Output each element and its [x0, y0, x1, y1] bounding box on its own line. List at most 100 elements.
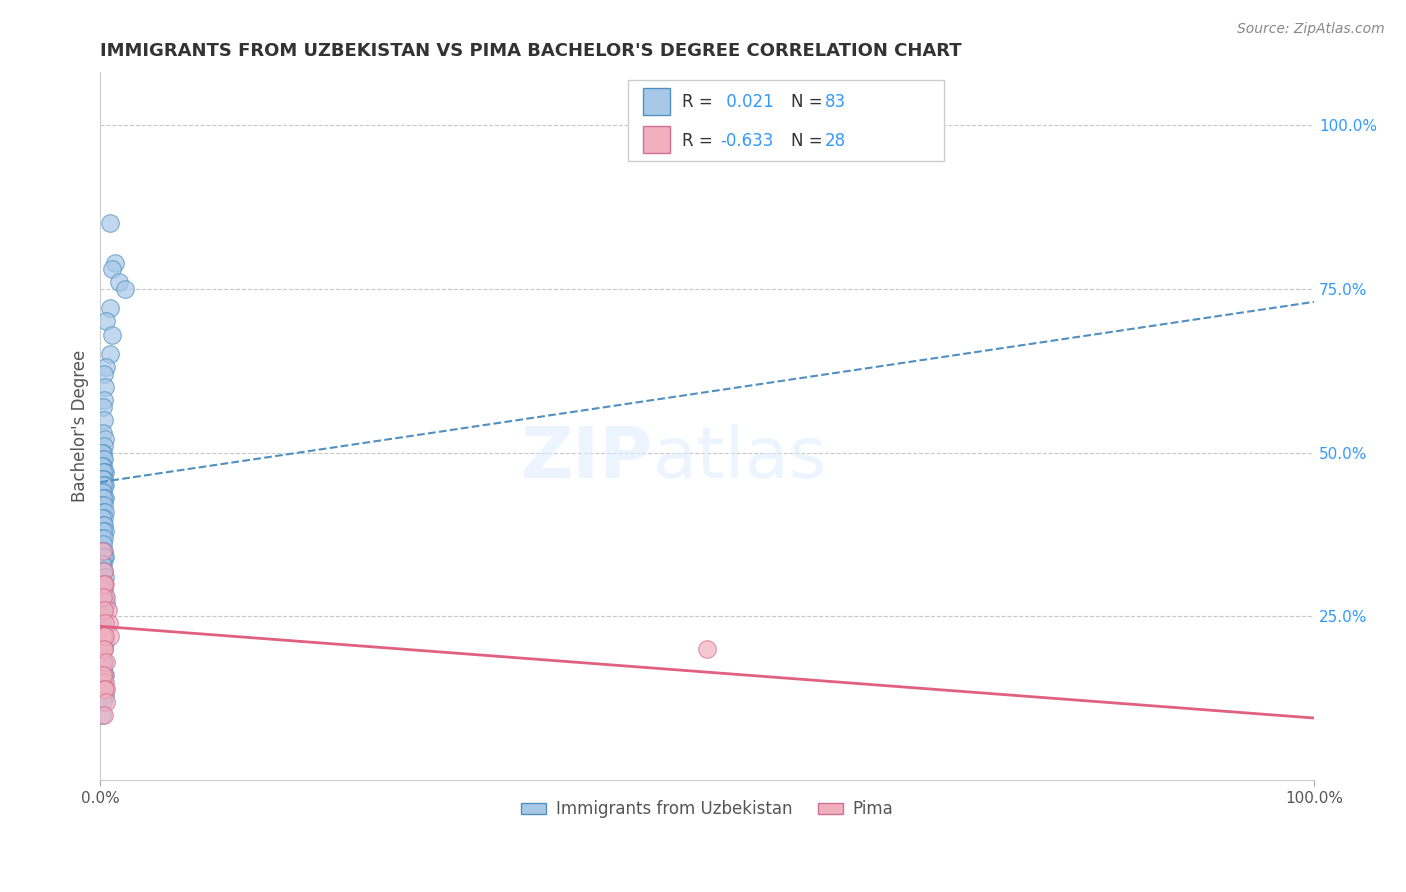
Text: N =: N =	[792, 131, 828, 150]
Point	[93, 603, 115, 617]
Point	[90, 458, 112, 473]
Point	[91, 458, 114, 473]
Point	[93, 367, 115, 381]
Bar	[628, 79, 943, 161]
Point	[90, 544, 112, 558]
Point	[91, 557, 114, 571]
Point	[90, 557, 112, 571]
Point	[94, 491, 117, 506]
Point	[93, 472, 115, 486]
Point	[93, 511, 115, 525]
Point	[91, 629, 114, 643]
Text: IMMIGRANTS FROM UZBEKISTAN VS PIMA BACHELOR'S DEGREE CORRELATION CHART: IMMIGRANTS FROM UZBEKISTAN VS PIMA BACHE…	[100, 42, 962, 60]
Point	[93, 642, 115, 657]
Point	[90, 472, 112, 486]
Point	[91, 662, 114, 676]
Point	[696, 642, 718, 657]
Point	[93, 452, 115, 467]
Point	[98, 216, 121, 230]
Point	[91, 452, 114, 467]
Point	[91, 400, 114, 414]
Point	[93, 491, 115, 506]
Point	[93, 629, 115, 643]
Point	[98, 301, 121, 316]
Point	[91, 491, 114, 506]
Point	[90, 648, 112, 663]
Point	[96, 695, 118, 709]
Point	[91, 656, 114, 670]
Point	[96, 360, 118, 375]
Text: ZIP: ZIP	[520, 424, 652, 492]
Point	[104, 255, 127, 269]
Point	[90, 484, 112, 499]
Point	[91, 590, 114, 604]
Point	[94, 635, 117, 649]
Point	[107, 275, 129, 289]
Point	[90, 642, 112, 657]
Point	[90, 707, 112, 722]
Point	[114, 282, 136, 296]
Point	[91, 478, 114, 492]
Text: 28: 28	[825, 131, 846, 150]
Point	[91, 668, 114, 682]
Point	[93, 413, 115, 427]
Text: atlas: atlas	[652, 424, 827, 492]
Bar	[643, 126, 669, 153]
Point	[98, 629, 121, 643]
Point	[93, 465, 115, 479]
Point	[94, 675, 117, 690]
Point	[97, 603, 120, 617]
Point	[101, 327, 124, 342]
Point	[94, 629, 117, 643]
Point	[91, 629, 114, 643]
Point	[94, 465, 117, 479]
Point	[93, 564, 115, 578]
Text: 83: 83	[825, 94, 846, 112]
Point	[91, 609, 114, 624]
Point	[93, 393, 115, 408]
Point	[93, 478, 115, 492]
Point	[93, 550, 115, 565]
Point	[93, 564, 115, 578]
Point	[91, 445, 114, 459]
Point	[91, 484, 114, 499]
Point	[94, 433, 117, 447]
Point	[94, 681, 117, 696]
Point	[91, 564, 114, 578]
Point	[94, 570, 117, 584]
Point	[93, 656, 115, 670]
Point	[91, 576, 114, 591]
Point	[96, 596, 118, 610]
Point	[90, 498, 112, 512]
Point	[96, 314, 118, 328]
Point	[94, 576, 117, 591]
Point	[93, 498, 115, 512]
Point	[93, 603, 115, 617]
Point	[93, 583, 115, 598]
Point	[94, 505, 117, 519]
Point	[93, 596, 115, 610]
Point	[93, 576, 115, 591]
Point	[93, 517, 115, 532]
Point	[91, 505, 114, 519]
Point	[91, 472, 114, 486]
Point	[91, 537, 114, 551]
Point	[91, 524, 114, 539]
Text: N =: N =	[792, 94, 828, 112]
Point	[93, 439, 115, 453]
Point	[94, 668, 117, 682]
Point	[91, 623, 114, 637]
Text: R =: R =	[682, 94, 717, 112]
Point	[93, 668, 115, 682]
Point	[90, 675, 112, 690]
Point	[91, 544, 114, 558]
Point	[91, 517, 114, 532]
Point	[93, 531, 115, 545]
Point	[94, 550, 117, 565]
Point	[91, 465, 114, 479]
Point	[94, 478, 117, 492]
Point	[96, 681, 118, 696]
Point	[90, 445, 112, 459]
Text: 0.021: 0.021	[720, 94, 773, 112]
Point	[96, 656, 118, 670]
